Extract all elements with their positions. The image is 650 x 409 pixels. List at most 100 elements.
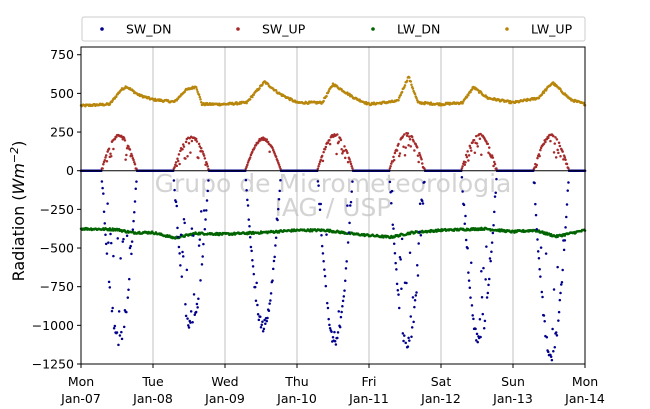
data-point: [274, 244, 277, 247]
data-point: [198, 95, 202, 99]
y-tick-label: −1250: [32, 357, 74, 372]
data-point: [106, 202, 109, 205]
series-lw-up: [79, 75, 587, 108]
data-point: [406, 132, 410, 135]
data-point: [413, 92, 417, 96]
data-point: [323, 274, 327, 278]
data-point: [480, 269, 483, 273]
data-point: [119, 257, 122, 260]
data-point: [319, 158, 323, 162]
data-point: [265, 138, 269, 141]
data-point: [339, 138, 343, 142]
data-point: [397, 142, 400, 146]
data-point: [320, 244, 324, 248]
data-point: [407, 336, 410, 340]
data-point: [337, 310, 341, 313]
data-point: [202, 154, 206, 157]
data-point: [117, 310, 121, 313]
data-point: [125, 146, 129, 150]
data-point: [493, 162, 497, 166]
y-tick-label: 250: [50, 125, 74, 140]
data-point: [467, 94, 470, 97]
data-point: [276, 159, 279, 163]
data-point: [420, 157, 423, 161]
data-point: [411, 296, 415, 299]
data-point: [130, 252, 133, 256]
data-point: [544, 252, 548, 255]
data-point: [248, 235, 252, 239]
data-point: [414, 294, 418, 297]
data-point: [486, 142, 490, 146]
data-point: [478, 137, 482, 140]
data-point: [104, 154, 108, 157]
data-point: [325, 94, 328, 98]
data-point: [408, 251, 412, 254]
data-point: [476, 145, 479, 148]
data-point: [278, 189, 281, 193]
legend-marker-lw-dn: [371, 27, 375, 31]
data-point: [197, 156, 200, 160]
data-point: [467, 271, 470, 274]
data-point: [263, 318, 266, 322]
x-tick-label-weekday: Fri: [362, 374, 377, 389]
data-point: [316, 180, 320, 183]
data-point: [333, 330, 336, 334]
data-point: [189, 310, 193, 313]
data-point: [199, 101, 203, 104]
data-point: [251, 258, 254, 262]
data-point: [103, 222, 107, 225]
data-point: [274, 88, 278, 92]
data-point: [408, 339, 411, 342]
data-point: [328, 323, 331, 327]
data-point: [326, 141, 330, 144]
data-point: [102, 192, 105, 195]
data-point: [544, 140, 547, 144]
data-point: [404, 341, 407, 345]
data-point: [349, 162, 353, 166]
data-point: [557, 310, 561, 314]
data-point: [465, 155, 469, 159]
data-point: [464, 161, 467, 164]
data-point: [342, 149, 346, 153]
data-point: [179, 233, 183, 236]
data-point: [403, 153, 407, 157]
data-point: [408, 76, 411, 79]
data-point: [320, 154, 324, 158]
data-point: [320, 234, 323, 237]
data-point: [192, 293, 196, 296]
data-point: [122, 325, 126, 329]
data-point: [250, 249, 253, 253]
data-point: [554, 156, 558, 159]
data-point: [193, 313, 197, 317]
data-point: [408, 137, 412, 141]
x-tick-label-date: Jan-14: [564, 391, 605, 406]
data-point: [418, 153, 422, 157]
data-point: [178, 252, 181, 255]
data-point: [342, 295, 346, 298]
data-point: [256, 303, 259, 307]
data-point: [133, 161, 136, 164]
data-point: [390, 202, 393, 205]
data-point: [111, 306, 114, 310]
data-point: [423, 180, 426, 184]
data-point: [469, 149, 473, 152]
legend-label-sw-up: SW_UP: [262, 22, 306, 37]
data-point: [554, 136, 557, 139]
data-point: [407, 144, 410, 147]
data-point: [423, 167, 426, 170]
data-point: [397, 96, 401, 99]
data-point: [206, 165, 209, 168]
data-point: [534, 165, 538, 169]
data-point: [472, 138, 476, 142]
data-point: [553, 142, 557, 145]
data-point: [536, 156, 539, 160]
data-point: [460, 167, 464, 170]
data-point: [277, 207, 280, 211]
data-point: [490, 154, 494, 157]
data-point: [110, 309, 114, 313]
data-point: [340, 148, 343, 151]
data-point: [335, 152, 338, 156]
data-point: [544, 89, 548, 92]
data-point: [395, 268, 398, 271]
data-point: [565, 203, 569, 206]
